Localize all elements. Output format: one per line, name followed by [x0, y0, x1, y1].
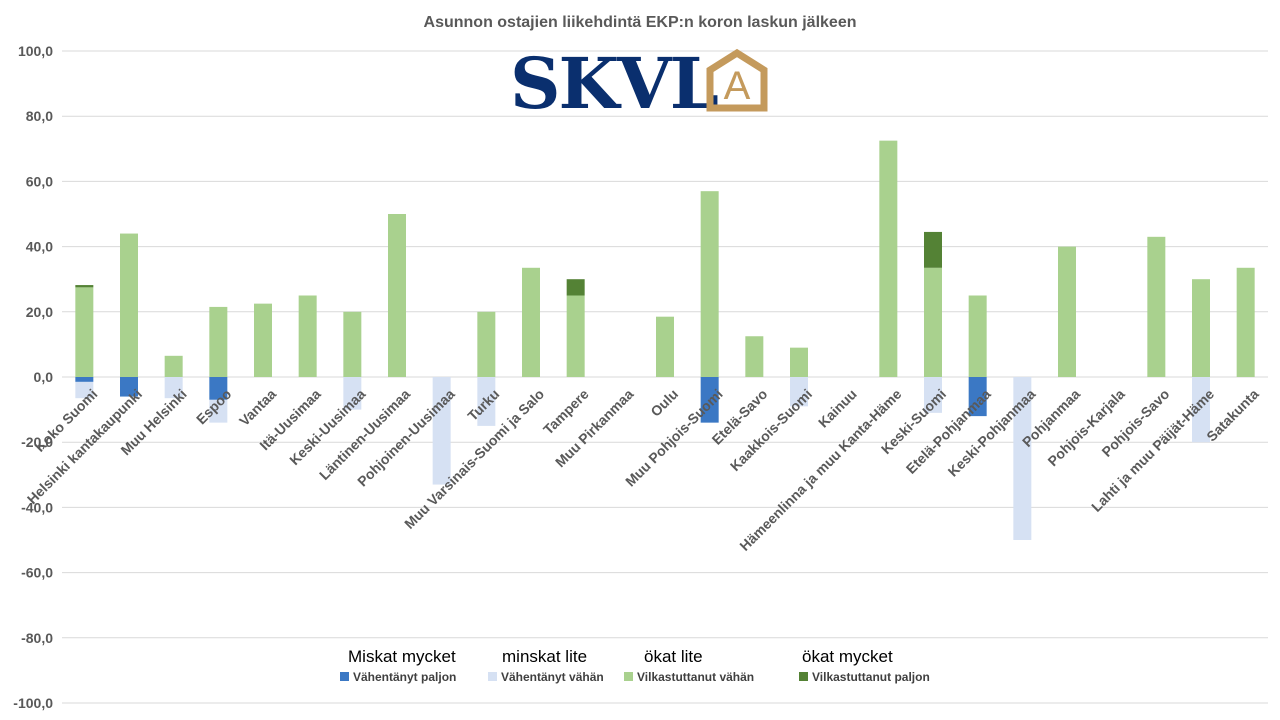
bar-segment	[254, 303, 272, 377]
bar-segment	[790, 347, 808, 377]
chart-title: Asunnon ostajien liikehdintä EKP:n koron…	[424, 14, 857, 31]
bar-segment	[477, 311, 496, 377]
legend-swatch-2	[624, 672, 633, 681]
bar-segment	[343, 377, 362, 410]
bars	[75, 140, 1255, 540]
bar-segment	[209, 377, 228, 400]
legend: Miskat mycket minskat lite ökat lite öka…	[340, 647, 930, 684]
legend-label-0: Vähentänyt paljon	[353, 670, 456, 684]
bar-segment	[75, 381, 94, 399]
bar-segment	[879, 140, 898, 377]
bar-segment	[209, 306, 228, 377]
bar-segment	[75, 377, 94, 382]
bar-segment	[75, 287, 94, 377]
logo-house-icon: A	[706, 48, 768, 112]
x-tick-label: Kainuu	[815, 386, 860, 431]
y-tick-label: -20,0	[21, 434, 53, 450]
bar-segment	[1058, 246, 1076, 377]
bar-segment	[924, 231, 942, 268]
x-tick-label: Etelä-Pohjanmaa	[903, 386, 994, 477]
legend-label-2: Vilkastuttanut vähän	[637, 670, 754, 684]
bar-segment	[924, 267, 942, 377]
x-tick-label: Vantaa	[236, 386, 279, 429]
legend-swatch-3	[799, 672, 808, 681]
logo-text: SKVL	[510, 42, 718, 125]
y-tick-label: 0,0	[34, 369, 54, 385]
y-tick-label: -40,0	[21, 499, 53, 515]
bar-segment	[388, 214, 406, 377]
bar-segment	[343, 311, 362, 377]
bar-segment	[120, 233, 138, 377]
bar-segment	[120, 377, 138, 397]
legend-label-3: Vilkastuttanut paljon	[812, 670, 930, 684]
y-tick-label: 20,0	[26, 304, 53, 320]
bar-segment	[700, 191, 719, 377]
legend-header-1: minskat lite	[502, 647, 587, 666]
skvl-logo: SKVL A	[510, 42, 768, 125]
bar-segment	[968, 295, 987, 377]
bar-segment	[209, 399, 228, 423]
bar-segment	[477, 377, 496, 426]
bar-segment	[164, 377, 183, 399]
x-tick-label: Kaakkois-Suomi	[727, 386, 815, 474]
y-tick-label: -100,0	[13, 695, 53, 711]
legend-swatch-0	[340, 672, 349, 681]
x-tick-label: Hämeenlinna ja muu Kanta-Häme	[736, 386, 904, 554]
bar-segment	[566, 295, 585, 377]
y-tick-label: -80,0	[21, 630, 53, 646]
bar-segment	[1147, 236, 1166, 377]
bar-segment	[656, 316, 674, 377]
y-axis-ticks: 100,0 80,0 60,0 40,0 20,0 0,0 -20,0 -40,0 -60,0 -…	[13, 43, 53, 711]
bar-segment	[1192, 377, 1210, 443]
bar-segment	[164, 355, 183, 377]
legend-swatch-1	[488, 672, 497, 681]
legend-header-3: ökat mycket	[802, 647, 893, 666]
y-tick-label: -60,0	[21, 565, 53, 581]
bar-segment	[298, 295, 317, 377]
x-tick-label: Oulu	[647, 386, 681, 420]
logo-mark-letter: A	[724, 64, 751, 108]
bar-segment	[968, 377, 987, 417]
legend-label-1: Vähentänyt vähän	[501, 670, 604, 684]
y-tick-label: 100,0	[18, 43, 53, 59]
y-tick-label: 80,0	[26, 108, 53, 124]
y-tick-label: 60,0	[26, 173, 53, 189]
y-tick-label: 40,0	[26, 239, 53, 255]
bar-segment	[1192, 279, 1210, 377]
bar-segment	[700, 377, 719, 423]
x-tick-label: Pohjois-Karjala	[1044, 386, 1128, 470]
legend-header-0: Miskat mycket	[348, 647, 456, 666]
bar-segment	[432, 377, 451, 485]
bar-segment	[522, 267, 540, 377]
x-tick-label: Keski-Uusimaa	[286, 386, 368, 468]
bar-segment	[745, 336, 764, 377]
bar-segment	[75, 285, 94, 288]
bar-segment	[924, 377, 942, 413]
bar-segment	[1013, 377, 1032, 540]
bar-segment	[1236, 267, 1255, 377]
legend-header-2: ökat lite	[644, 647, 703, 666]
bar-segment	[790, 377, 808, 407]
bar-segment	[566, 279, 585, 296]
x-tick-label: Muu Pirkanmaa	[552, 386, 637, 471]
